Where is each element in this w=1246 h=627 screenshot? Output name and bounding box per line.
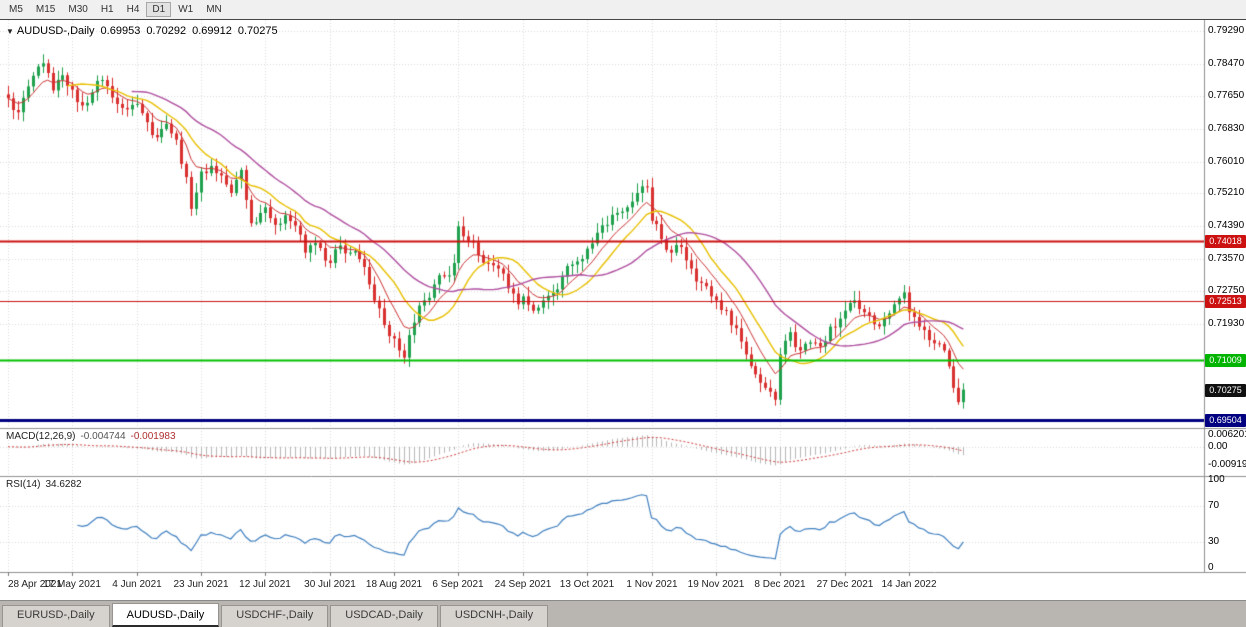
chart-symbol-label: AUDUSD-,Daily	[16, 25, 95, 37]
ohlc-high: 0.70292	[146, 25, 187, 37]
timeframe-button-m15[interactable]: M15	[35, 4, 56, 15]
tab-usdchf[interactable]: USDCHF-,Daily	[221, 605, 329, 627]
rsi-name: RSI(14)	[6, 479, 41, 490]
rsi-value: 34.6282	[45, 479, 82, 490]
macd-signal-value: -0.001983	[130, 431, 176, 442]
timeframe-button-h4[interactable]: H4	[126, 4, 140, 15]
timeframe-button-d1[interactable]: D1	[146, 2, 172, 17]
macd-name: MACD(12,26,9)	[6, 431, 76, 442]
tab-usdcnh[interactable]: USDCNH-,Daily	[439, 605, 549, 627]
timeframe-toolbar: M5 M15 M30 H1 H4 D1 W1 MN	[0, 0, 1246, 20]
collapse-arrow-icon[interactable]: ▼	[6, 27, 14, 36]
timeframe-button-m5[interactable]: M5	[9, 4, 23, 15]
macd-indicator-label: MACD(12,26,9) -0.004744 -0.001983	[6, 431, 181, 442]
ohlc-close: 0.70275	[237, 25, 278, 37]
ohlc-low: 0.69912	[192, 25, 232, 37]
timeframe-button-w1[interactable]: W1	[178, 4, 194, 15]
rsi-indicator-label: RSI(14) 34.6282	[6, 479, 87, 490]
ohlc-open: 0.69953	[100, 25, 141, 37]
chart-symbol-header: ▼ AUDUSD-,Daily 0.69953 0.70292 0.69912 0.702…	[6, 25, 278, 37]
tab-eurusd[interactable]: EURUSD-,Daily	[2, 605, 110, 627]
chart-area: ▼ AUDUSD-,Daily 0.69953 0.70292 0.69912 0.702…	[0, 20, 1246, 600]
timeframe-button-m30[interactable]: M30	[68, 4, 88, 15]
price-chart-canvas[interactable]	[0, 20, 1246, 600]
macd-main-value: -0.004744	[80, 431, 126, 442]
timeframe-button-mn[interactable]: MN	[206, 4, 222, 15]
chart-tabs-bar: EURUSD-,Daily AUDUSD-,Daily USDCHF-,Daily U…	[0, 600, 1246, 627]
tab-audusd[interactable]: AUDUSD-,Daily	[111, 603, 220, 627]
tab-usdcad[interactable]: USDCAD-,Daily	[330, 605, 438, 627]
timeframe-button-h1[interactable]: H1	[100, 4, 114, 15]
